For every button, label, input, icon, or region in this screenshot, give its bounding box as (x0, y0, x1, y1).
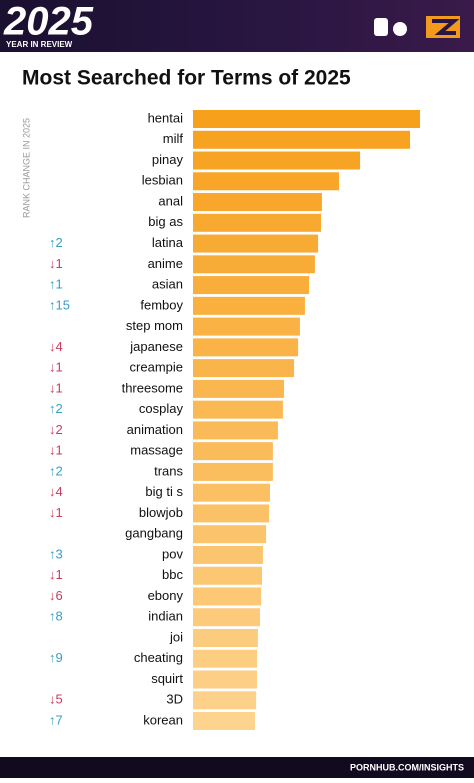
category-label: squirt (151, 671, 183, 686)
category-label: blowjob (139, 505, 183, 520)
bar (193, 193, 322, 212)
category-label: japanese (129, 339, 183, 354)
bar (193, 483, 270, 502)
bar (193, 608, 260, 627)
category-label: 3D (166, 692, 183, 707)
chart-title: Most Searched for Terms of 2025 (22, 67, 351, 90)
category-label: korean (143, 712, 183, 727)
rank-change: ↓4 (49, 339, 63, 354)
header-subtitle: YEAR IN REVIEW (6, 40, 73, 49)
rank-change: ↓1 (49, 443, 63, 458)
category-label: ebony (148, 588, 184, 603)
bar (193, 629, 258, 647)
category-label: trans (154, 463, 183, 478)
rank-change: ↓4 (49, 484, 63, 499)
category-label: asian (152, 277, 183, 292)
rank-change: ↑1 (49, 277, 63, 292)
bar (193, 213, 322, 232)
category-label: lesbian (142, 173, 183, 188)
category-label: pov (162, 546, 183, 561)
bar (193, 587, 262, 606)
category-label: cosplay (139, 401, 184, 416)
rank-change: ↓1 (49, 256, 63, 271)
bar (193, 712, 255, 731)
rank-change: ↓1 (49, 567, 63, 582)
footer-band (0, 757, 474, 778)
bar (193, 151, 361, 170)
bar (193, 317, 300, 336)
logo-right (426, 16, 460, 38)
bar (193, 359, 295, 378)
rank-change: ↑2 (49, 235, 63, 250)
rank-change: ↑7 (49, 712, 63, 727)
category-label: femboy (140, 297, 183, 312)
bar (193, 504, 270, 523)
category-label: pinay (152, 152, 184, 167)
category-label: massage (130, 443, 183, 458)
bar (193, 234, 319, 253)
bar (193, 400, 283, 419)
bar (193, 276, 309, 295)
category-label: indian (148, 609, 183, 624)
header-year: 2025 (3, 0, 94, 44)
category-label: milf (163, 131, 184, 146)
bar (193, 172, 339, 191)
rank-change: ↓5 (49, 692, 63, 707)
rank-change: ↑3 (49, 546, 63, 561)
bar (193, 462, 273, 481)
category-label: creampie (130, 360, 183, 375)
bar (193, 296, 305, 315)
bar (193, 130, 411, 149)
rank-change: ↑9 (49, 650, 63, 665)
rank-change: ↓1 (49, 380, 63, 395)
rank-change: ↓2 (49, 422, 63, 437)
bar (193, 421, 278, 440)
logo-left (374, 18, 407, 36)
category-label: hentai (148, 110, 184, 125)
rank-change: ↑15 (49, 297, 70, 312)
category-label: big ti s (145, 484, 183, 499)
rank-change: ↓6 (49, 588, 63, 603)
rank-change: ↑2 (49, 401, 63, 416)
footer-source: PORNHUB.COM/INSIGHTS (350, 762, 464, 772)
bar (193, 545, 263, 564)
bar (193, 649, 258, 668)
bar (193, 566, 263, 585)
bar (193, 691, 257, 710)
category-label: anime (148, 256, 183, 271)
category-label: big as (148, 214, 183, 229)
bar (193, 379, 285, 398)
category-label: cheating (134, 650, 183, 665)
category-label: gangbang (125, 526, 183, 541)
bar (193, 670, 258, 689)
bar (193, 255, 315, 274)
category-label: animation (127, 422, 183, 437)
bar (193, 338, 299, 357)
rank-change: ↑2 (49, 463, 63, 478)
category-label: bbc (162, 567, 183, 582)
bar (193, 525, 267, 544)
bar (193, 442, 273, 461)
category-label: threesome (122, 380, 183, 395)
category-label: step mom (126, 318, 183, 333)
rank-change: ↓1 (49, 360, 63, 375)
bar (193, 110, 420, 128)
rank-change: ↓1 (49, 505, 63, 520)
category-label: latina (152, 235, 184, 250)
category-label: joi (169, 629, 183, 644)
category-label: anal (158, 193, 183, 208)
rank-axis-label: RANK CHANGE IN 2025 (21, 118, 31, 218)
rank-change: ↑8 (49, 609, 63, 624)
